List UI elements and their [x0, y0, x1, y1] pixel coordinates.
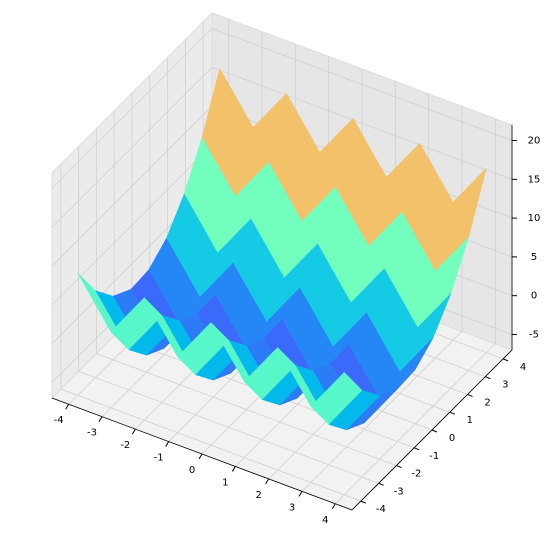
y-tick-label: 4	[520, 362, 526, 373]
grid-line	[60, 388, 362, 502]
grid-line	[78, 370, 379, 484]
y-tick-label: 1	[467, 415, 473, 426]
x-tick	[198, 453, 203, 460]
z-tick-label: 20	[528, 136, 541, 147]
y-tick	[360, 500, 367, 504]
grid-line	[51, 144, 213, 306]
x-tick-label: 4	[322, 515, 328, 526]
x-tick	[98, 416, 103, 422]
y-tick	[431, 429, 438, 433]
x-tick-label: -2	[120, 440, 130, 451]
z-tick-label: 10	[528, 213, 541, 224]
y-tick	[502, 358, 509, 362]
y-tick	[449, 411, 455, 415]
z-tick-label: -5	[529, 329, 539, 340]
y-tick-label: 0	[449, 433, 455, 444]
axis-line	[351, 349, 513, 511]
grid-line	[51, 105, 213, 267]
grid-line	[51, 28, 213, 189]
y-tick	[414, 447, 420, 451]
x-tick-label: -3	[87, 428, 97, 439]
y-tick	[396, 465, 402, 469]
x-tick	[265, 478, 270, 485]
x-tick-label: 3	[289, 502, 295, 513]
y-tick-label: 2	[484, 397, 490, 408]
x-tick-label: -4	[54, 415, 64, 426]
grid-line	[51, 67, 213, 228]
grid-line	[211, 28, 513, 141]
x-tick-label: -1	[154, 453, 164, 464]
y-tick	[485, 376, 491, 380]
x-tick	[231, 466, 236, 472]
y-tick-label: -3	[394, 486, 404, 497]
surface-cell	[310, 371, 363, 425]
x-tick	[298, 491, 303, 497]
y-tick	[378, 482, 384, 486]
x-tick	[65, 403, 70, 410]
y-tick-label: -2	[411, 469, 421, 480]
z-tick-label: 5	[531, 252, 537, 263]
x-tick-label: 1	[222, 477, 228, 488]
x-tick	[165, 441, 170, 447]
z-tick-label: 0	[531, 291, 537, 302]
z-tick-label: 15	[528, 174, 541, 185]
x-tick-label: 2	[255, 490, 261, 501]
y-tick	[467, 393, 473, 397]
axis-line	[51, 397, 353, 511]
y-tick-label: -1	[429, 451, 439, 462]
grid-line	[96, 353, 397, 466]
y-tick-label: -4	[376, 504, 386, 515]
x-tick	[331, 503, 336, 510]
grid-line	[211, 66, 513, 180]
x-tick-label: 0	[189, 465, 195, 476]
x-tick	[131, 428, 136, 435]
y-tick-label: 3	[502, 380, 508, 391]
